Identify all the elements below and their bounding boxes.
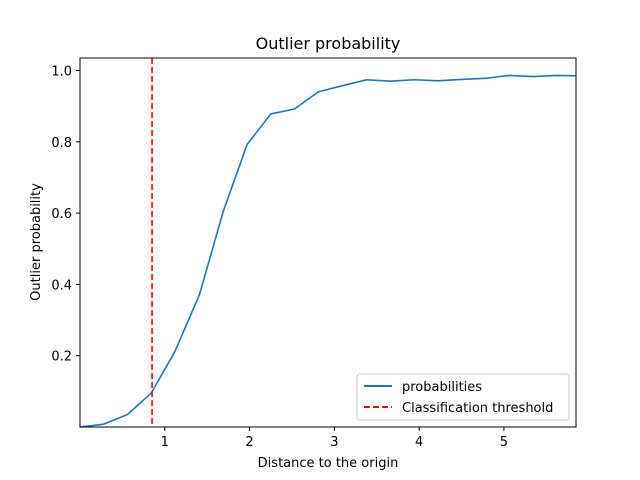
series-line-probabilities	[79, 74, 577, 428]
y-tick-label: 0.4	[51, 278, 72, 293]
x-tick-label: 1	[161, 435, 169, 450]
y-tick-label: 0.2	[51, 350, 72, 365]
x-tick-label: 2	[245, 435, 253, 450]
y-tick-label: 0.8	[51, 136, 72, 151]
plot-frame	[79, 57, 577, 428]
legend-label-probabilities: probabilities	[402, 380, 482, 395]
legend: probabilities Classification threshold	[356, 373, 570, 421]
x-axis-label: Distance to the origin	[258, 456, 399, 471]
axis-ticks: 1 2 3 4 5 0.2 0.4 0.6 0.8 1.0	[51, 64, 508, 450]
plot-area	[79, 58, 577, 428]
legend-label-threshold: Classification threshold	[402, 401, 553, 416]
legend-box	[356, 373, 570, 421]
x-tick-label: 4	[415, 435, 423, 450]
y-axis-label: Outlier probability	[29, 183, 44, 301]
x-tick-label: 3	[330, 435, 338, 450]
y-tick-label: 1.0	[51, 64, 72, 79]
y-tick-label: 0.6	[51, 207, 72, 222]
chart-title: Outlier probability	[256, 34, 401, 53]
x-tick-label: 5	[500, 435, 508, 450]
